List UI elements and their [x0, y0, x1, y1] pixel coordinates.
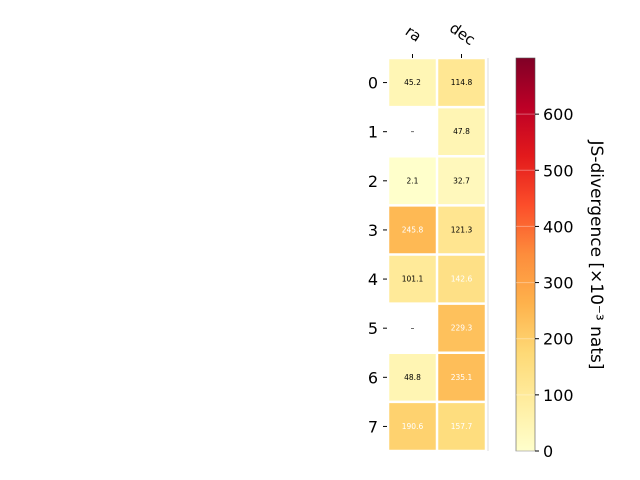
y-tick-label: 0 — [368, 74, 378, 93]
heatmap-cell — [389, 59, 436, 106]
heatmap-cell — [438, 206, 485, 254]
heatmap-cell — [389, 206, 436, 254]
cell-label: – — [411, 324, 415, 333]
heatmap-cells: 45.2 114.8 – 47.8 2.1 32.7 245.8 121.3 101.1 142.… — [389, 58, 489, 451]
colorbar-tick-label: 100 — [543, 386, 574, 405]
heatmap-cell — [438, 403, 485, 450]
colorbar-tick-label: 300 — [543, 274, 574, 293]
cell-label: 190.6 — [402, 422, 424, 431]
y-tick-label: 5 — [368, 319, 378, 338]
heatmap-cell — [438, 255, 485, 303]
heatmap-cell — [389, 354, 436, 401]
colorbar-gradient — [515, 57, 536, 452]
heatmap-cell — [438, 354, 485, 401]
y-tick-label: 2 — [368, 172, 378, 191]
x-tick-label: ra — [402, 22, 425, 46]
colorbar-tick-label: 0 — [543, 442, 553, 461]
heatmap-cell — [389, 157, 436, 205]
cell-label: 2.1 — [407, 176, 419, 185]
cell-label: 157.7 — [451, 422, 473, 431]
heatmap-cell — [438, 59, 485, 106]
cell-label: 121.3 — [451, 225, 473, 234]
cell-label: 101.1 — [402, 275, 424, 284]
heatmap-cell — [438, 108, 485, 155]
colorbar-label: JS-divergence [×10⁻³ nats] — [586, 140, 606, 370]
colorbar-ticks: 0 100 200 300 400 500 600 — [516, 105, 574, 461]
colorbar-tick-label: 500 — [543, 161, 574, 180]
x-tick-label: dec — [446, 19, 478, 49]
y-tick-label: 4 — [368, 270, 378, 289]
cell-label: 114.8 — [451, 78, 473, 87]
y-tick-label: 7 — [368, 417, 378, 436]
cell-label: 47.8 — [453, 127, 470, 136]
y-tick-label: 3 — [368, 221, 378, 240]
colorbar — [515, 57, 536, 452]
cell-label: 235.1 — [451, 373, 473, 382]
cell-label: – — [411, 127, 415, 136]
heatmap-cell — [389, 255, 436, 303]
cell-label: 32.7 — [453, 176, 470, 185]
y-axis: 0 1 2 3 4 5 6 7 — [368, 74, 387, 436]
heatmap-cell — [438, 157, 485, 205]
cell-label: 229.3 — [451, 324, 473, 333]
heatmap-cell — [438, 304, 485, 352]
x-axis: ra dec — [402, 19, 479, 58]
colorbar-tick-label: 600 — [543, 105, 574, 124]
cell-label: 48.8 — [404, 373, 421, 382]
cell-label: 45.2 — [404, 78, 421, 87]
cell-label: 245.8 — [402, 225, 424, 234]
cell-label: 142.6 — [451, 275, 473, 284]
colorbar-tick-label: 400 — [543, 217, 574, 236]
heatmap-cell — [389, 403, 436, 450]
colorbar-tick-label: 200 — [543, 330, 574, 349]
y-tick-label: 1 — [368, 123, 378, 142]
y-tick-label: 6 — [368, 368, 378, 387]
